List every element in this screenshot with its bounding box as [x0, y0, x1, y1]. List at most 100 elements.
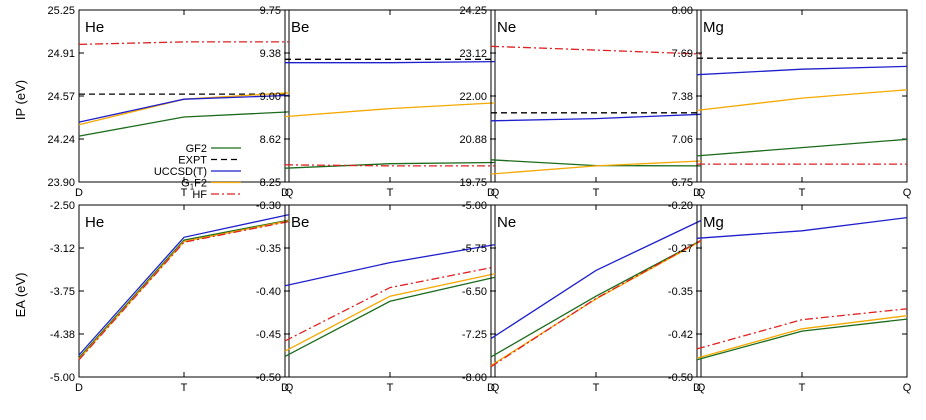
series-line-gf2 — [78, 111, 290, 137]
series-line-gf2 — [490, 239, 702, 358]
panel-3: 8.00 7.69 7.38 7.06 6.75D T Q Mg — [672, 5, 912, 199]
y-tick-label: -0.50 — [668, 372, 693, 384]
x-tick-label: Q — [285, 187, 294, 199]
y-tick-label: 8.62 — [260, 134, 281, 146]
y-tick-label: 24.91 — [47, 48, 75, 60]
y-tick-label: 7.38 — [672, 91, 693, 103]
y-tick-label: 7.06 — [672, 134, 693, 146]
series-line-hf — [490, 239, 702, 368]
x-tick-label: Q — [285, 382, 294, 394]
x-tick-label: D — [75, 187, 83, 199]
y-tick-label: 24.25 — [459, 5, 487, 17]
x-tick-label: Q — [903, 382, 912, 394]
y-tick-label: 8.25 — [260, 177, 281, 189]
legend-item-gf2: GF2 — [186, 143, 241, 155]
y-tick-label: -2.50 — [50, 200, 75, 212]
panel-5: -0.30-0.35-0.40-0.45-0.50D T QBe — [256, 200, 500, 394]
x-tick-label: T — [181, 382, 188, 394]
series-line-uccsd — [78, 213, 290, 356]
series-line-uccsd — [490, 219, 702, 340]
series-line-g1f2 — [490, 160, 702, 175]
series-line-gf2 — [284, 276, 496, 357]
y-tick-label: -0.27 — [668, 243, 693, 255]
series-line-hf — [284, 266, 496, 342]
legend-label: HF — [192, 189, 207, 201]
x-tick-label: D — [693, 187, 701, 199]
series-line-g1f2 — [78, 92, 290, 126]
panel-7: -0.20 -0.27 -0.35 -0.42 -0.50D T Q Mg — [668, 200, 912, 394]
panel-1: 9.759.389.008.628.25D T QBe — [260, 5, 500, 199]
series-line-uccsd — [78, 94, 290, 123]
panel-title: Mg — [703, 214, 724, 231]
x-tick-label: T — [593, 187, 600, 199]
legend-item-expt: EXPT — [178, 155, 241, 167]
legend-item-g1f2: G1F2 — [181, 178, 241, 192]
series-line-uccsd — [696, 65, 908, 76]
x-tick-label: D — [281, 187, 289, 199]
x-tick-label: D — [75, 382, 83, 394]
legend-label: UCCSD(T) — [154, 166, 207, 178]
series-line-hf — [696, 308, 908, 350]
y-tick-label: 24.24 — [47, 134, 75, 146]
y-tick-label: 23.90 — [47, 177, 75, 189]
legend-item-hf: HF — [192, 189, 241, 201]
y-tick-label: -0.35 — [256, 243, 281, 255]
plot-frame — [696, 9, 908, 183]
y-tick-label: 24.57 — [47, 91, 75, 103]
panel-4: -2.50-3.12-3.75-4.38-5.00D T QHe — [50, 200, 294, 394]
x-tick-label: T — [387, 382, 394, 394]
y-tick-label: 25.25 — [47, 5, 75, 17]
y-tick-label: 9.75 — [260, 5, 281, 17]
legend-label: EXPT — [178, 155, 207, 167]
y-tick-label: -0.45 — [256, 329, 281, 341]
series-line-gf2 — [696, 318, 908, 361]
x-tick-label: T — [799, 382, 806, 394]
y-tick-label: 22.00 — [459, 91, 487, 103]
y-tick-label: -5.75 — [462, 243, 487, 255]
series-line-hf — [284, 164, 495, 167]
y-tick-label: -8.00 — [462, 372, 487, 384]
series-line-hf — [490, 45, 702, 55]
ea-row-label: EA (eV) — [13, 273, 28, 318]
series-line-gf2 — [78, 219, 290, 359]
legend-item-uccsd: UCCSD(T) — [154, 166, 241, 178]
y-tick-label: 9.00 — [260, 91, 281, 103]
ip-row-label: IP (eV) — [13, 80, 28, 120]
series-line-uccsd — [696, 216, 908, 239]
plot-frame — [490, 9, 702, 183]
y-tick-label: -0.42 — [668, 329, 693, 341]
y-tick-label: -0.35 — [668, 286, 693, 298]
x-tick-label: D — [281, 382, 289, 394]
y-tick-label: 20.88 — [459, 134, 487, 146]
y-tick-label: 6.75 — [672, 177, 693, 189]
x-tick-label: Q — [697, 382, 706, 394]
panel-title: Mg — [703, 19, 724, 36]
panel-title: Ne — [497, 19, 516, 36]
x-tick-label: Q — [903, 187, 912, 199]
panel-title: He — [85, 19, 104, 36]
series-line-uccsd — [285, 60, 496, 64]
series-line-gf2 — [284, 161, 496, 169]
x-tick-label: D — [693, 382, 701, 394]
y-tick-label: -0.20 — [668, 200, 693, 212]
y-tick-label: 8.00 — [672, 5, 693, 17]
legend-label: GF2 — [186, 143, 207, 155]
y-tick-label: -5.00 — [50, 372, 75, 384]
y-tick-label: -0.40 — [256, 286, 281, 298]
series-line-hf — [78, 41, 289, 46]
y-tick-label: 7.69 — [672, 48, 693, 60]
x-tick-label: D — [487, 187, 495, 199]
x-tick-label: T — [593, 382, 600, 394]
series-line-g1f2 — [696, 89, 908, 112]
series-line-hf — [78, 220, 290, 361]
series-line-g1f2 — [284, 102, 496, 118]
panel-title: He — [85, 214, 104, 231]
y-tick-label: -0.30 — [256, 200, 281, 212]
panel-title: Be — [291, 19, 309, 36]
x-tick-label: Q — [491, 382, 500, 394]
